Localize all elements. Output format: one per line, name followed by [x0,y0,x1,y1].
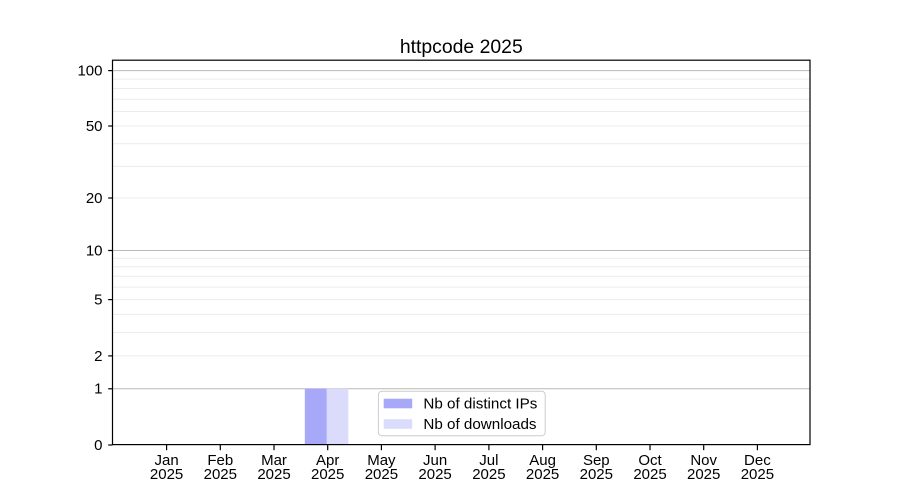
svg-text:0: 0 [94,437,102,454]
svg-text:50: 50 [86,118,103,135]
svg-text:Nb of downloads: Nb of downloads [423,416,537,433]
svg-text:10: 10 [86,242,103,259]
svg-text:2025: 2025 [580,466,613,483]
svg-text:2025: 2025 [741,466,774,483]
svg-text:2025: 2025 [633,466,666,483]
svg-text:2025: 2025 [526,466,559,483]
svg-text:Jan: Jan [155,452,179,469]
svg-text:20: 20 [86,190,103,207]
svg-text:Jul: Jul [479,452,498,469]
svg-text:2025: 2025 [311,466,344,483]
svg-text:2025: 2025 [687,466,720,483]
svg-text:Nb of distinct IPs: Nb of distinct IPs [423,396,537,413]
svg-text:httpcode 2025: httpcode 2025 [400,36,523,58]
svg-text:2025: 2025 [418,466,451,483]
svg-text:Nov: Nov [690,452,717,469]
svg-text:Mar: Mar [261,452,287,469]
svg-text:2025: 2025 [365,466,398,483]
svg-text:5: 5 [94,292,102,309]
svg-text:Dec: Dec [744,452,771,469]
svg-text:Sep: Sep [583,452,610,469]
svg-text:Oct: Oct [638,452,662,469]
svg-text:2025: 2025 [472,466,505,483]
svg-text:Feb: Feb [207,452,233,469]
svg-text:Jun: Jun [423,452,447,469]
svg-text:2: 2 [94,348,102,365]
svg-text:1: 1 [94,381,102,398]
svg-text:2025: 2025 [150,466,183,483]
svg-text:2025: 2025 [204,466,237,483]
svg-text:Aug: Aug [529,452,556,469]
svg-text:May: May [367,452,396,469]
svg-text:100: 100 [77,63,102,80]
svg-text:2025: 2025 [257,466,290,483]
svg-text:Apr: Apr [316,452,339,469]
